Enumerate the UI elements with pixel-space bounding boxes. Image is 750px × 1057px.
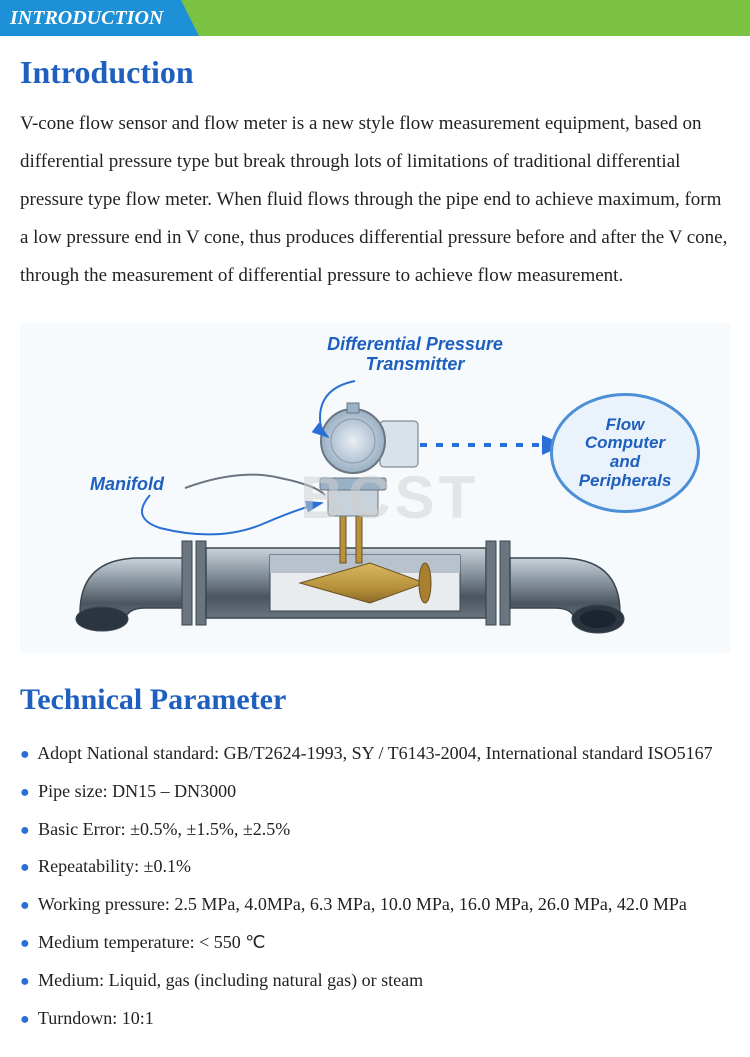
list-item-text: Repeatability: ±0.1%: [38, 856, 191, 876]
bullet-icon: ●: [20, 973, 30, 990]
vcone-diagram: BCST Differential Pressure Transmitter M…: [20, 323, 730, 653]
list-item: ● Repeatability: ±0.1%: [20, 848, 730, 886]
bullet-icon: ●: [20, 935, 30, 952]
list-item-text: Medium: Liquid, gas (including natural g…: [38, 970, 423, 990]
tech-heading: Technical Parameter: [20, 683, 730, 717]
label-transmitter: Differential Pressure Transmitter: [305, 335, 525, 375]
bullet-icon: ●: [20, 784, 30, 801]
label-flow-l3: and: [610, 452, 640, 471]
list-item: ● Working pressure: 2.5 MPa, 4.0MPa, 6.3…: [20, 886, 730, 924]
list-item: ● Medium temperature: < 550 ℃: [20, 924, 730, 962]
label-manifold: Manifold: [90, 475, 164, 495]
list-item-text: Basic Error: ±0.5%, ±1.5%, ±2.5%: [38, 819, 290, 839]
tech-param-list: ● Adopt National standard: GB/T2624-1993…: [20, 735, 730, 1037]
bullet-icon: ●: [20, 746, 30, 763]
label-flow: Flow Computer and Peripherals: [579, 416, 672, 491]
list-item-text: Medium temperature: < 550 ℃: [38, 932, 265, 952]
label-flow-l2: Computer: [585, 433, 665, 452]
bullet-icon: ●: [20, 897, 30, 914]
list-item: ● Adopt National standard: GB/T2624-1993…: [20, 735, 730, 773]
label-transmitter-l2: Transmitter: [366, 354, 465, 374]
page-content: Introduction V-cone flow sensor and flow…: [0, 36, 750, 1057]
list-item: ● Basic Error: ±0.5%, ±1.5%, ±2.5%: [20, 811, 730, 849]
watermark-text: BCST: [300, 463, 479, 532]
list-item: ● Medium: Liquid, gas (including natural…: [20, 962, 730, 1000]
bullet-icon: ●: [20, 1011, 30, 1028]
label-transmitter-l1: Differential Pressure: [327, 334, 503, 354]
list-item-text: Turndown: 10:1: [38, 1008, 154, 1028]
bullet-icon: ●: [20, 859, 30, 876]
section-banner: INTRODUCTION: [0, 0, 750, 36]
banner-tab: INTRODUCTION: [0, 0, 181, 36]
list-item: ● Turndown: 10:1: [20, 1000, 730, 1038]
flow-computer-oval: Flow Computer and Peripherals: [550, 393, 700, 513]
list-item-text: Working pressure: 2.5 MPa, 4.0MPa, 6.3 M…: [38, 894, 687, 914]
intro-body: V-cone flow sensor and flow meter is a n…: [20, 105, 730, 295]
bullet-icon: ●: [20, 822, 30, 839]
list-item-text: Pipe size: DN15 – DN3000: [38, 781, 236, 801]
label-flow-l4: Peripherals: [579, 471, 672, 490]
list-item: ● Pipe size: DN15 – DN3000: [20, 773, 730, 811]
list-item-text: Adopt National standard: GB/T2624-1993, …: [37, 743, 712, 763]
intro-heading: Introduction: [20, 54, 730, 91]
label-flow-l1: Flow: [606, 415, 645, 434]
